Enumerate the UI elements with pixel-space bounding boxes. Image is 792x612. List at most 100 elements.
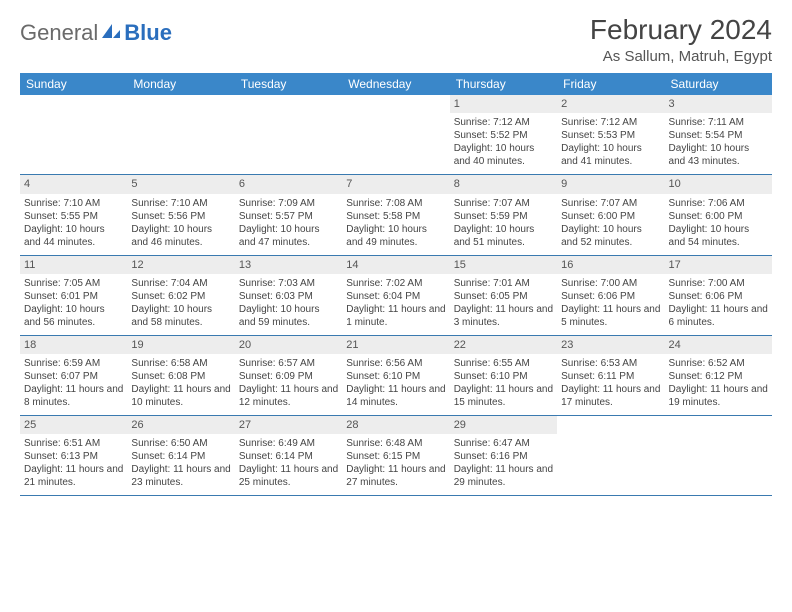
location-subtitle: As Sallum, Matruh, Egypt [590,48,772,65]
sunrise-line: Sunrise: 6:48 AM [346,437,445,450]
day-number: 10 [665,175,772,193]
day-number: 17 [665,256,772,274]
calendar-table: SundayMondayTuesdayWednesdayThursdayFrid… [20,73,772,496]
sunset-line: Sunset: 5:54 PM [669,129,768,142]
sunrise-line: Sunrise: 7:10 AM [131,197,230,210]
sunrise-line: Sunrise: 7:08 AM [346,197,445,210]
title-block: February 2024 As Sallum, Matruh, Egypt [590,14,772,65]
sunrise-line: Sunrise: 6:49 AM [239,437,338,450]
sunrise-line: Sunrise: 6:47 AM [454,437,553,450]
calendar-week-row: 11Sunrise: 7:05 AMSunset: 6:01 PMDayligh… [20,255,772,335]
day-number: 25 [20,416,127,434]
sunset-line: Sunset: 6:08 PM [131,370,230,383]
sunrise-line: Sunrise: 6:50 AM [131,437,230,450]
day-number: 9 [557,175,664,193]
calendar-day-cell: 25 Sunrise: 6:51 AMSunset: 6:13 PMDayligh… [20,416,127,496]
daylight-line: Daylight: 11 hours and 21 minutes. [24,463,123,489]
daylight-line: Daylight: 10 hours and 40 minutes. [454,142,553,168]
sunrise-line: Sunrise: 7:02 AM [346,277,445,290]
daylight-line: Daylight: 11 hours and 14 minutes. [346,383,445,409]
day-number: 7 [342,175,449,193]
daylight-line: Daylight: 11 hours and 25 minutes. [239,463,338,489]
day-number: 13 [235,256,342,274]
day-number: 21 [342,336,449,354]
daylight-line: Daylight: 10 hours and 51 minutes. [454,223,553,249]
sunset-line: Sunset: 5:58 PM [346,210,445,223]
daylight-line: Daylight: 11 hours and 6 minutes. [669,303,768,329]
daylight-line: Daylight: 10 hours and 59 minutes. [239,303,338,329]
daylight-line: Daylight: 11 hours and 5 minutes. [561,303,660,329]
daylight-line: Daylight: 10 hours and 43 minutes. [669,142,768,168]
day-number: 3 [665,95,772,113]
calendar-week-row: 25Sunrise: 6:51 AMSunset: 6:13 PMDayligh… [20,416,772,496]
day-number: 4 [20,175,127,193]
sunrise-line: Sunrise: 7:09 AM [239,197,338,210]
sunrise-line: Sunrise: 6:52 AM [669,357,768,370]
day-number: 5 [127,175,234,193]
calendar-day-cell [665,416,772,496]
day-number: 18 [20,336,127,354]
sunrise-line: Sunrise: 6:51 AM [24,437,123,450]
calendar-day-cell: 18Sunrise: 6:59 AMSunset: 6:07 PMDayligh… [20,335,127,415]
calendar-day-cell: 1Sunrise: 7:12 AMSunset: 5:52 PMDaylight… [450,95,557,175]
calendar-day-cell: 5Sunrise: 7:10 AMSunset: 5:56 PMDaylight… [127,175,234,255]
daylight-line: Daylight: 11 hours and 3 minutes. [454,303,553,329]
sunrise-line: Sunrise: 7:07 AM [454,197,553,210]
calendar-day-cell: 28Sunrise: 6:48 AMSunset: 6:15 PMDayligh… [342,416,449,496]
calendar-day-cell: 8Sunrise: 7:07 AMSunset: 5:59 PMDaylight… [450,175,557,255]
day-number: 16 [557,256,664,274]
calendar-day-cell: 26Sunrise: 6:50 AMSunset: 6:14 PMDayligh… [127,416,234,496]
daylight-line: Daylight: 11 hours and 10 minutes. [131,383,230,409]
calendar-day-cell: 29Sunrise: 6:47 AMSunset: 6:16 PMDayligh… [450,416,557,496]
calendar-day-cell: 20Sunrise: 6:57 AMSunset: 6:09 PMDayligh… [235,335,342,415]
sunset-line: Sunset: 6:00 PM [561,210,660,223]
day-number: 28 [342,416,449,434]
calendar-day-cell: 10Sunrise: 7:06 AMSunset: 6:00 PMDayligh… [665,175,772,255]
calendar-day-cell [127,95,234,175]
sunset-line: Sunset: 6:10 PM [454,370,553,383]
page-title: February 2024 [590,14,772,46]
day-number: 6 [235,175,342,193]
sunset-line: Sunset: 6:15 PM [346,450,445,463]
daylight-line: Daylight: 10 hours and 52 minutes. [561,223,660,249]
sunrise-line: Sunrise: 7:00 AM [561,277,660,290]
sunrise-line: Sunrise: 7:06 AM [669,197,768,210]
sunrise-line: Sunrise: 7:10 AM [24,197,123,210]
daylight-line: Daylight: 10 hours and 47 minutes. [239,223,338,249]
calendar-day-cell: 23Sunrise: 6:53 AMSunset: 6:11 PMDayligh… [557,335,664,415]
calendar-day-cell: 24Sunrise: 6:52 AMSunset: 6:12 PMDayligh… [665,335,772,415]
day-header: Monday [127,73,234,95]
sunrise-line: Sunrise: 7:04 AM [131,277,230,290]
sunrise-line: Sunrise: 7:12 AM [561,116,660,129]
day-number: 12 [127,256,234,274]
calendar-day-cell [342,95,449,175]
sunrise-line: Sunrise: 6:56 AM [346,357,445,370]
calendar-day-cell: 27Sunrise: 6:49 AMSunset: 6:14 PMDayligh… [235,416,342,496]
calendar-day-cell: 7 Sunrise: 7:08 AMSunset: 5:58 PMDaylight… [342,175,449,255]
day-number: 11 [20,256,127,274]
sunrise-line: Sunrise: 7:07 AM [561,197,660,210]
sunset-line: Sunset: 6:06 PM [669,290,768,303]
daylight-line: Daylight: 10 hours and 49 minutes. [346,223,445,249]
day-header: Friday [557,73,664,95]
sunset-line: Sunset: 6:14 PM [131,450,230,463]
daylight-line: Daylight: 11 hours and 1 minute. [346,303,445,329]
sunrise-line: Sunrise: 6:55 AM [454,357,553,370]
daylight-line: Daylight: 11 hours and 23 minutes. [131,463,230,489]
daylight-line: Daylight: 10 hours and 46 minutes. [131,223,230,249]
calendar-day-cell: 17Sunrise: 7:00 AMSunset: 6:06 PMDayligh… [665,255,772,335]
sunset-line: Sunset: 6:13 PM [24,450,123,463]
logo: General Blue [20,20,172,46]
day-number: 19 [127,336,234,354]
daylight-line: Daylight: 11 hours and 29 minutes. [454,463,553,489]
sunset-line: Sunset: 6:00 PM [669,210,768,223]
sunrise-line: Sunrise: 7:12 AM [454,116,553,129]
sunrise-line: Sunrise: 7:05 AM [24,277,123,290]
day-number: 2 [557,95,664,113]
calendar-day-cell: 16Sunrise: 7:00 AMSunset: 6:06 PMDayligh… [557,255,664,335]
sunrise-line: Sunrise: 6:59 AM [24,357,123,370]
sunset-line: Sunset: 5:52 PM [454,129,553,142]
calendar-day-cell [235,95,342,175]
day-header: Tuesday [235,73,342,95]
calendar-day-cell: 14Sunrise: 7:02 AMSunset: 6:04 PMDayligh… [342,255,449,335]
